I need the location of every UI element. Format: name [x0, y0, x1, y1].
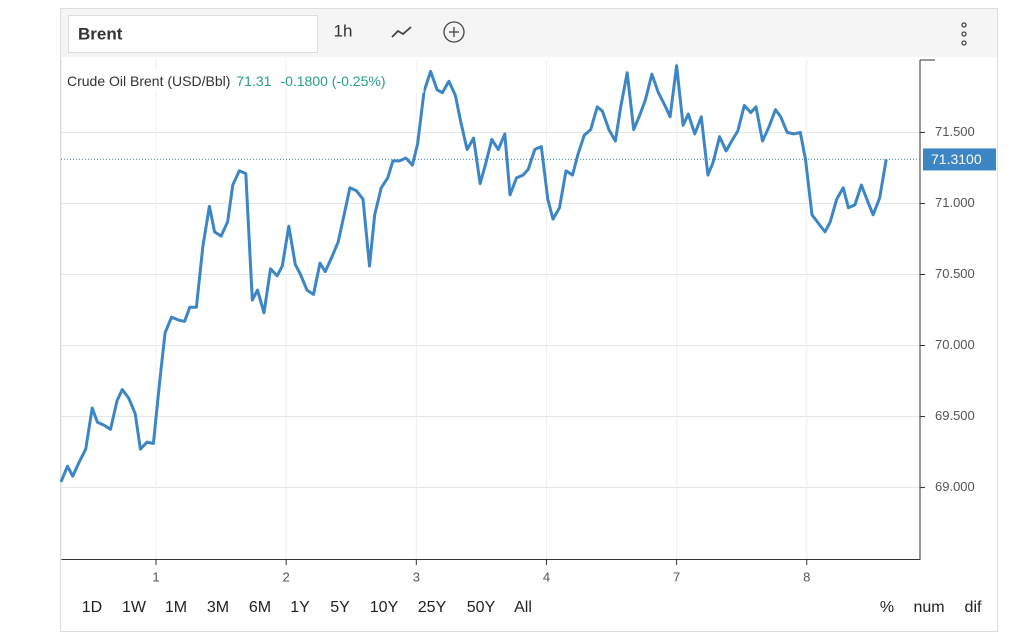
y-tick-label: 70.500 — [935, 266, 975, 281]
price-line — [59, 64, 888, 483]
symbol-input[interactable] — [68, 15, 318, 53]
scale-button[interactable]: num — [913, 599, 944, 616]
chart-type-icon[interactable] — [391, 26, 412, 38]
range-button[interactable]: 10Y — [370, 599, 399, 616]
interval[interactable]: 1h — [334, 21, 353, 40]
y-tick-label: 70.000 — [935, 337, 975, 352]
scale-button[interactable]: % — [880, 599, 894, 616]
range-button[interactable]: 50Y — [467, 599, 496, 616]
x-tick-label: 2 — [283, 569, 290, 584]
range-button[interactable]: All — [514, 599, 532, 616]
symbol: Brent — [78, 24, 123, 43]
scale-button[interactable]: dif — [965, 599, 982, 616]
change: -0.1800 (-0.25%) — [280, 73, 385, 89]
x-tick-label: 1 — [152, 569, 159, 584]
menu-icon[interactable] — [961, 22, 967, 46]
range-button[interactable]: 3M — [207, 599, 229, 616]
x-tick-label: 7 — [673, 569, 680, 584]
y-tick-label: 71.500 — [935, 124, 975, 139]
x-tick-label: 3 — [413, 569, 420, 584]
last-value: 71.31 — [236, 73, 271, 89]
y-tick-label: 69.500 — [935, 408, 975, 423]
range-button[interactable]: 25Y — [418, 599, 447, 616]
x-tick-label: 4 — [543, 569, 550, 584]
range-button[interactable]: 5Y — [330, 599, 350, 616]
y-tick-label: 71.000 — [935, 195, 975, 210]
add-icon[interactable] — [443, 21, 465, 43]
series-name: Crude Oil Brent (USD/Bbl) — [67, 73, 230, 89]
range-button[interactable]: 1Y — [290, 599, 310, 616]
card — [60, 8, 998, 632]
legend-backdrop — [62, 69, 424, 93]
range-button[interactable]: 6M — [249, 599, 271, 616]
last-price-label: 71.3100 — [931, 151, 982, 167]
y-tick-label: 69.000 — [935, 479, 975, 494]
range-button[interactable]: 1M — [165, 599, 187, 616]
x-tick-label: 8 — [803, 569, 810, 584]
legend: Crude Oil Brent (USD/Bbl) 71.31 -0.1800 (-… — [67, 73, 386, 89]
range-button[interactable]: 1W — [122, 599, 147, 616]
last-price-box — [923, 148, 996, 171]
range-button[interactable]: 1D — [82, 599, 102, 616]
